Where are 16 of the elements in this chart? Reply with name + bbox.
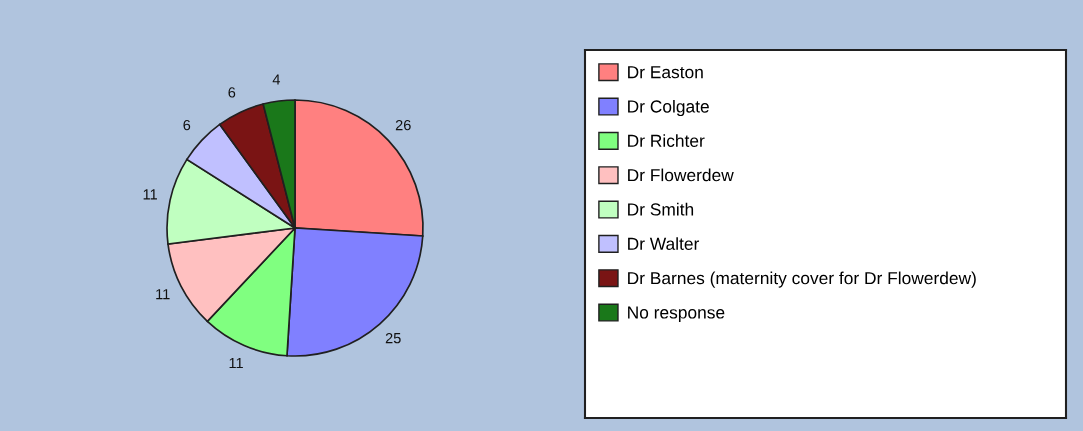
legend-label: No response bbox=[628, 306, 725, 323]
legend-label: Dr Colgate bbox=[628, 99, 709, 117]
legend-label: Dr Flowerdew bbox=[628, 168, 734, 182]
data-label: 11 bbox=[156, 289, 170, 300]
data-label: 26 bbox=[395, 119, 411, 131]
legend-label: Dr Barnes (maternity cover for Dr Flowerdew) bbox=[628, 271, 976, 288]
legend-label: Dr Easton bbox=[628, 66, 703, 79]
data-label: 6 bbox=[228, 87, 236, 98]
legend-label: Dr Smith bbox=[628, 202, 694, 216]
legend-label: Dr Walter bbox=[628, 237, 700, 250]
data-label: 4 bbox=[272, 74, 281, 85]
data-label: 11 bbox=[143, 189, 157, 200]
legend-label: Dr Richter bbox=[628, 134, 705, 147]
data-label: 25 bbox=[385, 332, 401, 344]
data-label: 11 bbox=[229, 358, 243, 369]
data-label: 6 bbox=[183, 119, 191, 131]
